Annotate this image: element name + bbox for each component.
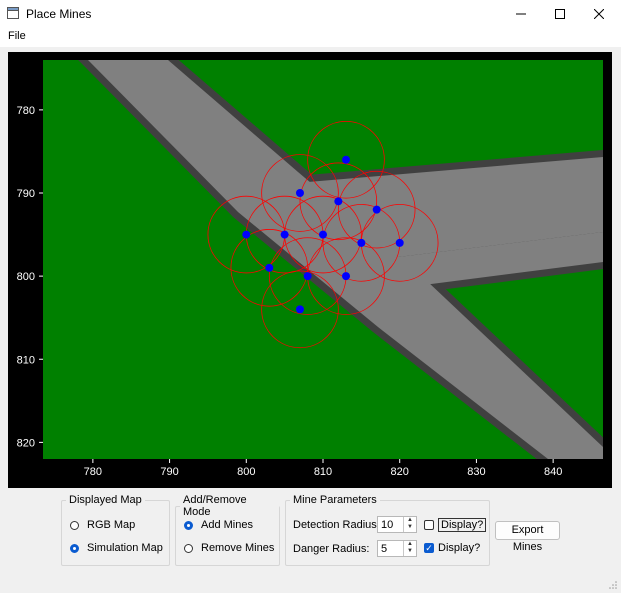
remove-mines-label: Remove Mines (201, 542, 275, 554)
x-tick-label: 800 (237, 466, 255, 478)
rgb-map-label: RGB Map (87, 519, 136, 531)
radio-indicator (184, 543, 193, 553)
spin-up-icon[interactable]: ▲ (407, 541, 413, 547)
y-axis: 780 790 800 810 820 (17, 105, 43, 449)
radio-indicator (70, 543, 79, 553)
mine-point (334, 197, 343, 206)
menu-bar: File (0, 27, 621, 47)
mines-layer (242, 155, 404, 314)
y-tick-label: 790 (17, 188, 35, 200)
detection-circle (307, 120, 385, 199)
maximize-button[interactable] (537, 0, 582, 27)
x-tick-label: 790 (160, 466, 178, 478)
radio-indicator (70, 520, 79, 530)
danger-display-checkbox[interactable]: ✓ Display? (424, 542, 480, 554)
simulation-map-radio[interactable]: Simulation Map (70, 542, 163, 554)
window-title: Place Mines (26, 7, 92, 21)
displayed-map-title: Displayed Map (69, 494, 142, 506)
mode-title: Add/Remove Mode (183, 494, 247, 518)
minimize-icon (515, 13, 526, 14)
title-bar: Place Mines (0, 0, 621, 27)
mine-point (295, 305, 304, 314)
map-plot[interactable]: 780 790 800 810 820 780 790 800 810 820 830 840 (8, 52, 612, 488)
mine-point (319, 230, 327, 239)
checkbox-indicator (424, 520, 434, 530)
x-tick-label: 840 (544, 466, 562, 478)
mine-point (395, 238, 404, 247)
x-axis: 780 790 800 810 820 830 840 (84, 459, 562, 478)
road-branch-upper-fill (308, 157, 603, 257)
detection-radius-value: 10 (381, 519, 394, 531)
mine-point (342, 272, 351, 281)
rgb-map-radio[interactable]: RGB Map (70, 519, 135, 531)
detection-circle (261, 270, 339, 349)
x-tick-label: 820 (391, 466, 409, 478)
mine-point (303, 272, 312, 281)
mask-right (603, 52, 612, 488)
maximize-icon (554, 8, 565, 19)
spin-up-icon[interactable]: ▲ (407, 517, 413, 523)
export-mines-button[interactable]: Export Mines (495, 521, 560, 553)
mine-point (265, 263, 274, 272)
mine-point (372, 205, 381, 214)
road-branch-lower-fill (398, 232, 603, 287)
simulation-map-label: Simulation Map (87, 542, 163, 554)
control-panel: Displayed Map RGB Map Simulation Map Add… (0, 488, 621, 593)
mask-top (8, 52, 612, 60)
resize-grip-icon[interactable] (608, 580, 618, 590)
mine-parameters-title: Mine Parameters (293, 494, 377, 506)
detection-display-checkbox[interactable]: Display? (424, 518, 487, 532)
mask-bottom (8, 459, 612, 488)
y-tick-label: 820 (17, 437, 35, 449)
danger-radius-label: Danger Radius: (293, 543, 370, 555)
detection-circle (337, 170, 416, 249)
checkmark-icon: ✓ (424, 543, 434, 553)
remove-mines-radio[interactable]: Remove Mines (184, 542, 274, 554)
add-mines-label: Add Mines (201, 519, 253, 531)
x-tick-label: 810 (314, 466, 332, 478)
x-tick-label: 830 (467, 466, 485, 478)
mine-point (242, 230, 251, 239)
mode-group: Add/Remove Mode (175, 494, 280, 566)
menu-file[interactable]: File (8, 30, 26, 42)
y-tick-label: 810 (17, 354, 35, 366)
detection-circle (230, 229, 309, 307)
danger-radius-spinbox[interactable]: 5 ▲ ▼ (377, 540, 417, 557)
detection-circle (299, 162, 378, 241)
mine-point (295, 189, 304, 197)
spin-down-icon[interactable]: ▼ (407, 548, 413, 554)
detection-radius-spinbox[interactable]: 10 ▲ ▼ (377, 516, 417, 533)
x-tick-label: 780 (84, 466, 102, 478)
minimize-button[interactable] (498, 0, 543, 27)
y-tick-label: 800 (17, 271, 35, 283)
spin-arrows[interactable]: ▲ ▼ (403, 517, 416, 532)
mine-point (280, 230, 289, 239)
danger-radius-value: 5 (381, 543, 388, 555)
close-icon (593, 8, 604, 19)
mine-point (357, 238, 366, 247)
detection-display-label: Display? (438, 518, 487, 532)
detection-radius-label: Detection Radius: (293, 519, 380, 531)
spin-arrows[interactable]: ▲ ▼ (403, 541, 416, 556)
y-tick-label: 780 (17, 105, 35, 117)
add-mines-radio[interactable]: Add Mines (184, 519, 253, 531)
mine-point (342, 155, 351, 164)
detection-circle (261, 154, 339, 232)
app-icon (7, 7, 19, 19)
radio-indicator (184, 520, 193, 530)
displayed-map-group: Displayed Map (61, 494, 170, 566)
danger-display-label: Display? (438, 542, 481, 554)
spin-down-icon[interactable]: ▼ (407, 524, 413, 530)
mine-parameters-group: Mine Parameters (285, 494, 490, 566)
close-button[interactable] (576, 0, 621, 27)
map-plot-svg[interactable]: 780 790 800 810 820 780 790 800 810 820 830 840 (8, 52, 612, 488)
road-diagonal-fill (88, 60, 603, 459)
